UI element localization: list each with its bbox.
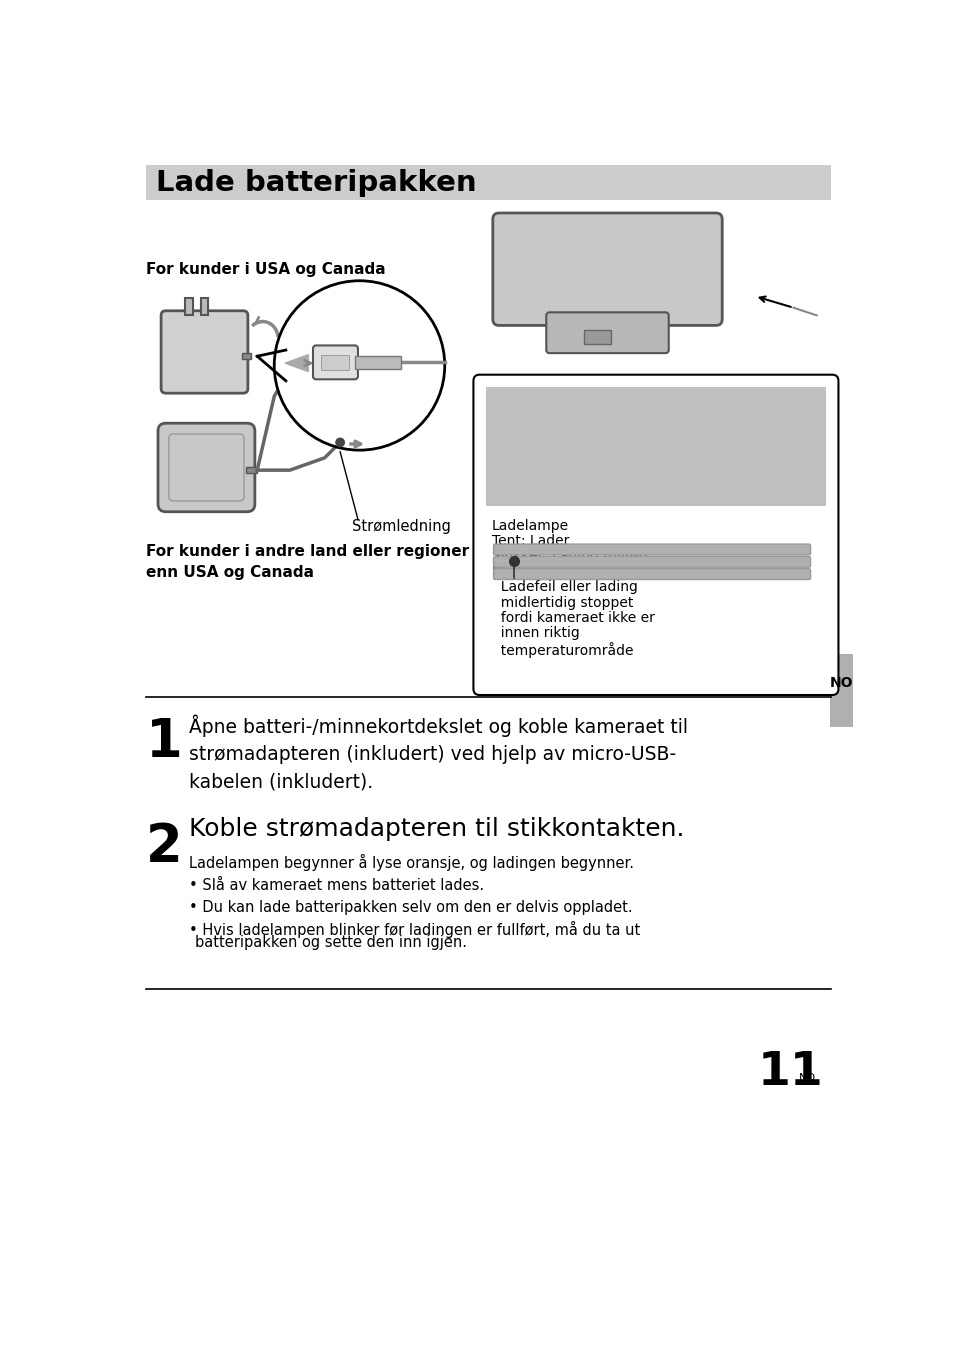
Polygon shape xyxy=(285,355,308,371)
Text: 11: 11 xyxy=(758,1050,822,1095)
Text: • Slå av kameraet mens batteriet lades.: • Slå av kameraet mens batteriet lades. xyxy=(189,878,483,893)
Circle shape xyxy=(274,281,444,451)
Text: fordi kameraet ikke er: fordi kameraet ikke er xyxy=(492,611,654,625)
Text: • Hvis ladelampen blinker før ladingen er fullført, må du ta ut: • Hvis ladelampen blinker før ladingen e… xyxy=(189,921,639,939)
Text: For kunder i USA og Canada: For kunder i USA og Canada xyxy=(146,261,386,277)
FancyBboxPatch shape xyxy=(493,545,810,555)
Text: Ladelampen begynner å lyse oransje, og ladingen begynner.: Ladelampen begynner å lyse oransje, og l… xyxy=(189,854,634,870)
FancyBboxPatch shape xyxy=(158,424,254,511)
FancyBboxPatch shape xyxy=(493,557,810,568)
Text: Tent: Lader: Tent: Lader xyxy=(492,534,569,547)
FancyBboxPatch shape xyxy=(161,311,248,393)
Bar xyxy=(241,354,251,359)
Text: Åpne batteri-/minnekortdekslet og koble kameraet til
strømadapteren (inkludert) : Åpne batteri-/minnekortdekslet og koble … xyxy=(189,714,687,791)
Bar xyxy=(185,299,193,315)
Polygon shape xyxy=(257,350,286,381)
FancyBboxPatch shape xyxy=(493,569,810,580)
Text: temperaturområde: temperaturområde xyxy=(492,642,633,658)
Text: NO: NO xyxy=(798,1073,815,1083)
Text: midlertidig stoppet: midlertidig stoppet xyxy=(492,596,633,609)
Bar xyxy=(200,299,208,315)
Bar xyxy=(485,387,825,506)
Bar xyxy=(245,467,257,473)
Text: Slukket: Lading fullført: Slukket: Lading fullført xyxy=(492,550,649,564)
Text: innen riktig: innen riktig xyxy=(492,627,579,640)
Text: Ladefeil eller lading: Ladefeil eller lading xyxy=(492,580,638,594)
Text: NO: NO xyxy=(829,677,852,690)
FancyBboxPatch shape xyxy=(313,346,357,379)
Text: Ladelampe: Ladelampe xyxy=(492,519,569,533)
Text: Blinker:: Blinker: xyxy=(492,565,544,578)
Bar xyxy=(583,330,611,344)
Bar xyxy=(320,355,348,370)
Text: For kunder i andre land eller regioner
enn USA og Canada: For kunder i andre land eller regioner e… xyxy=(146,545,469,580)
Text: Lade batteripakken: Lade batteripakken xyxy=(155,168,476,196)
Bar xyxy=(146,165,831,200)
FancyBboxPatch shape xyxy=(473,375,838,695)
Text: Koble strømadapteren til stikkontakten.: Koble strømadapteren til stikkontakten. xyxy=(189,818,684,842)
Bar xyxy=(829,654,852,728)
Text: batteripakken og sette den inn igjen.: batteripakken og sette den inn igjen. xyxy=(195,935,467,951)
Text: • Du kan lade batteripakken selv om den er delvis oppladet.: • Du kan lade batteripakken selv om den … xyxy=(189,900,632,915)
Bar xyxy=(355,356,401,369)
FancyBboxPatch shape xyxy=(546,312,668,354)
Circle shape xyxy=(335,438,344,447)
FancyBboxPatch shape xyxy=(493,213,721,325)
Text: 1: 1 xyxy=(146,716,183,768)
Text: 2: 2 xyxy=(146,822,183,873)
Text: Strømledning: Strømledning xyxy=(352,519,450,534)
